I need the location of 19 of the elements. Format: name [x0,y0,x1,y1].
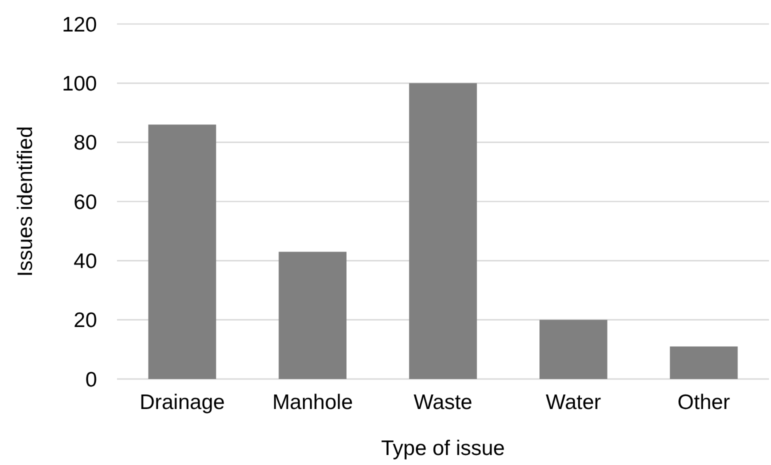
bar [148,124,216,379]
y-tick-label: 0 [85,368,97,392]
x-tick-label: Waste [414,391,472,414]
x-tick-label: Manhole [272,391,353,414]
y-tick-label: 60 [74,190,97,214]
y-tick-label: 100 [62,72,97,96]
y-axis-title: Issues identified [14,126,37,277]
x-tick-label: Water [546,391,602,414]
y-tick-label: 80 [74,132,97,155]
y-tick-label: 20 [74,309,97,332]
bar [278,252,347,379]
bar [539,320,608,379]
x-tick-label: Drainage [140,391,225,414]
x-tick-label: Other [678,391,730,414]
y-tick-label: 120 [62,13,97,36]
x-axis-title: Type of issue [381,437,505,460]
bar [409,83,477,379]
y-tick-label: 40 [74,250,97,274]
bar [670,346,738,379]
